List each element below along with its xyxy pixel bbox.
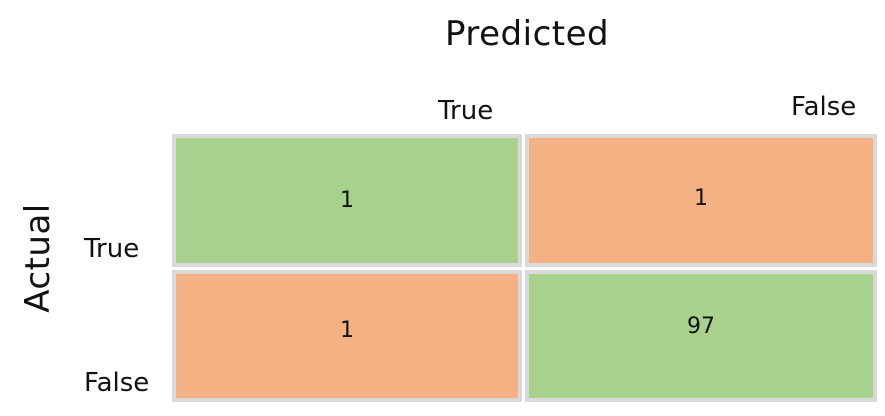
cell-false-negative: 1 (525, 134, 877, 267)
predicted-axis-title: Predicted (445, 14, 610, 54)
cell-value: 1 (694, 186, 708, 211)
cell-value: 1 (340, 188, 354, 213)
actual-axis-title: Actual (18, 203, 58, 313)
row-label-true: True (84, 234, 140, 264)
cell-value: 97 (687, 314, 715, 339)
row-label-false: False (84, 368, 150, 398)
column-label-true: True (438, 96, 494, 126)
column-label-false: False (791, 92, 857, 122)
cell-true-negative: 97 (525, 270, 877, 402)
cell-false-positive: 1 (172, 270, 522, 402)
cell-value: 1 (340, 318, 354, 343)
cell-true-positive: 1 (172, 134, 522, 267)
